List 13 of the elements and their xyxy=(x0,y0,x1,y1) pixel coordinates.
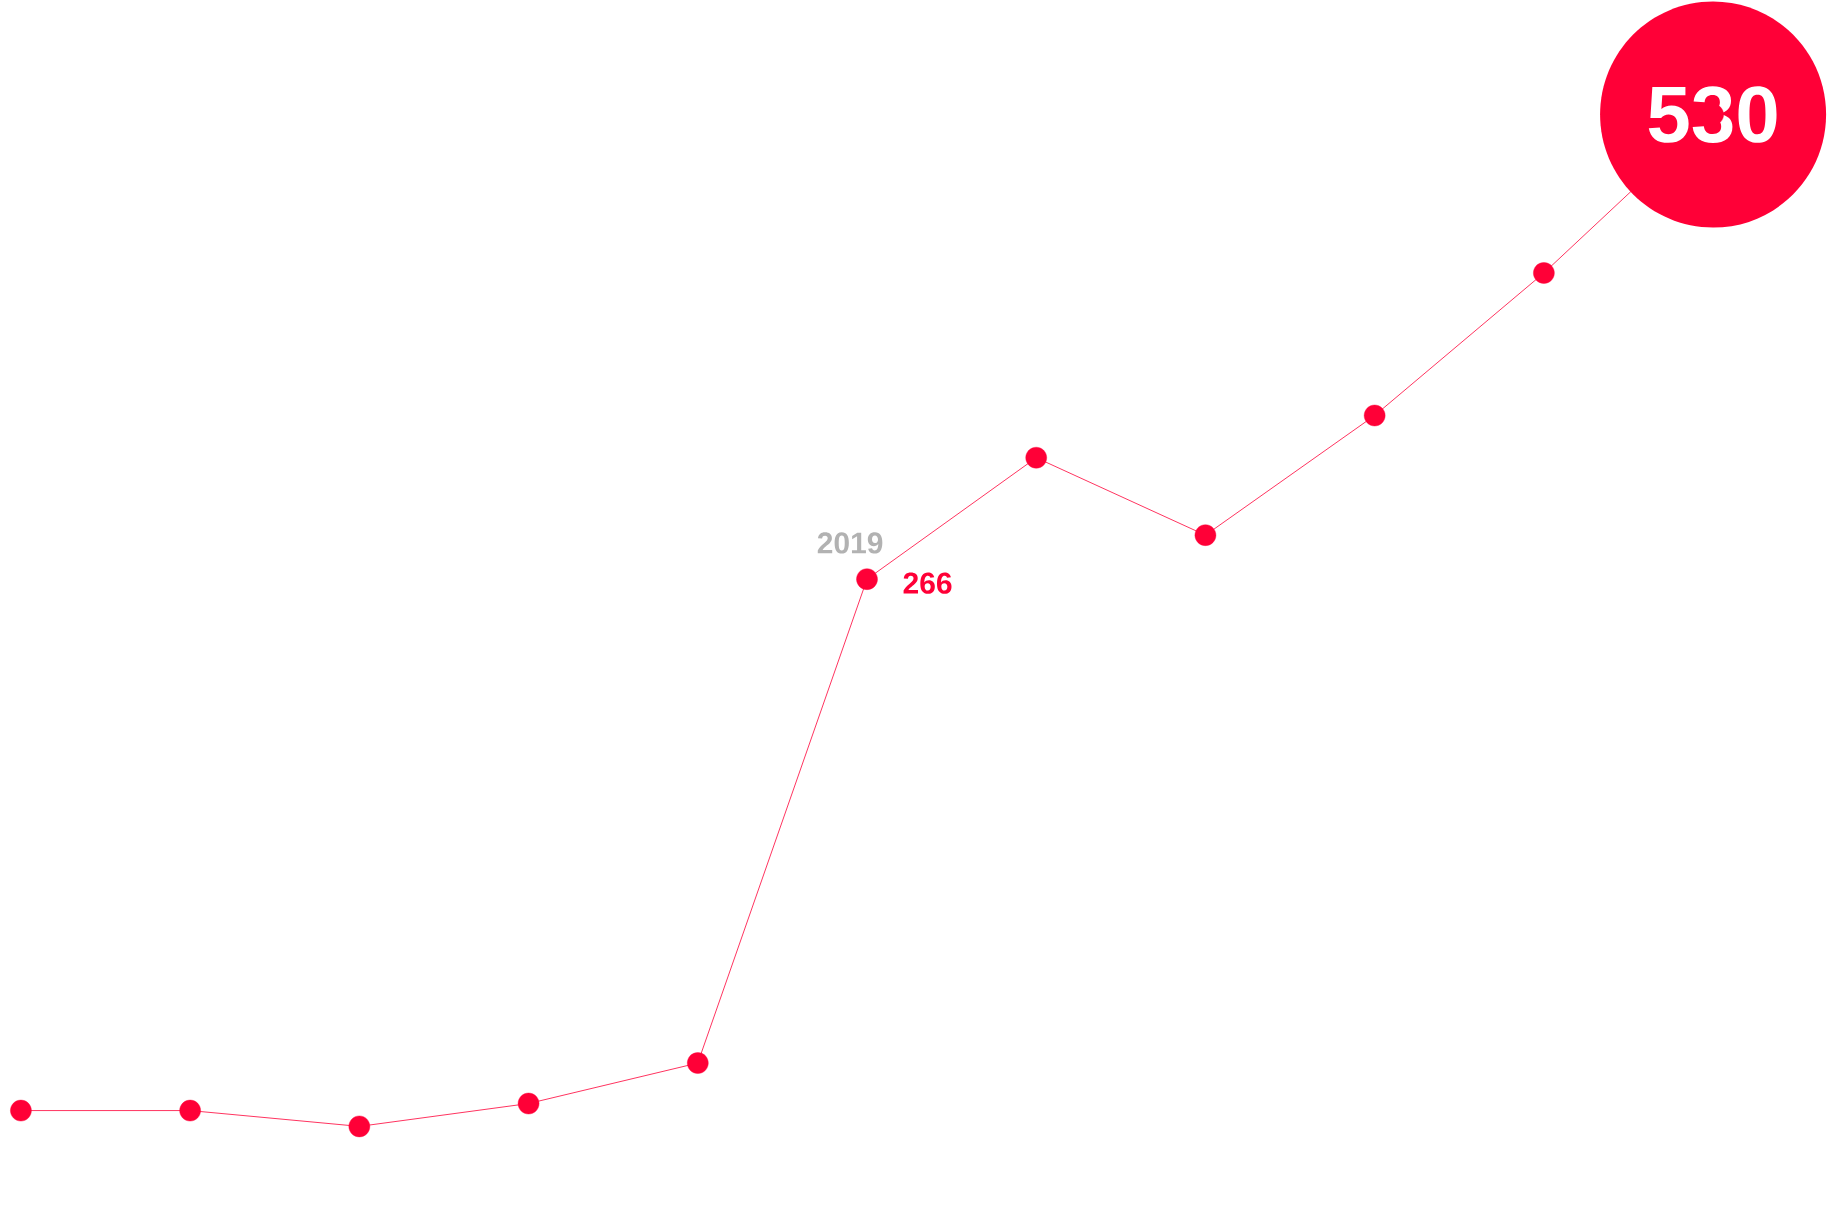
point xyxy=(856,568,878,590)
point xyxy=(1533,262,1555,284)
annotation: 2019 xyxy=(817,532,883,554)
point xyxy=(1025,447,1047,469)
data-label: 266 xyxy=(903,572,952,594)
point xyxy=(687,1052,709,1074)
point xyxy=(517,1092,540,1115)
point xyxy=(1363,404,1386,427)
point xyxy=(1194,524,1217,546)
point xyxy=(348,1115,371,1138)
point xyxy=(10,1099,32,1122)
data-label: 530 xyxy=(1648,86,1777,143)
point xyxy=(179,1099,201,1122)
